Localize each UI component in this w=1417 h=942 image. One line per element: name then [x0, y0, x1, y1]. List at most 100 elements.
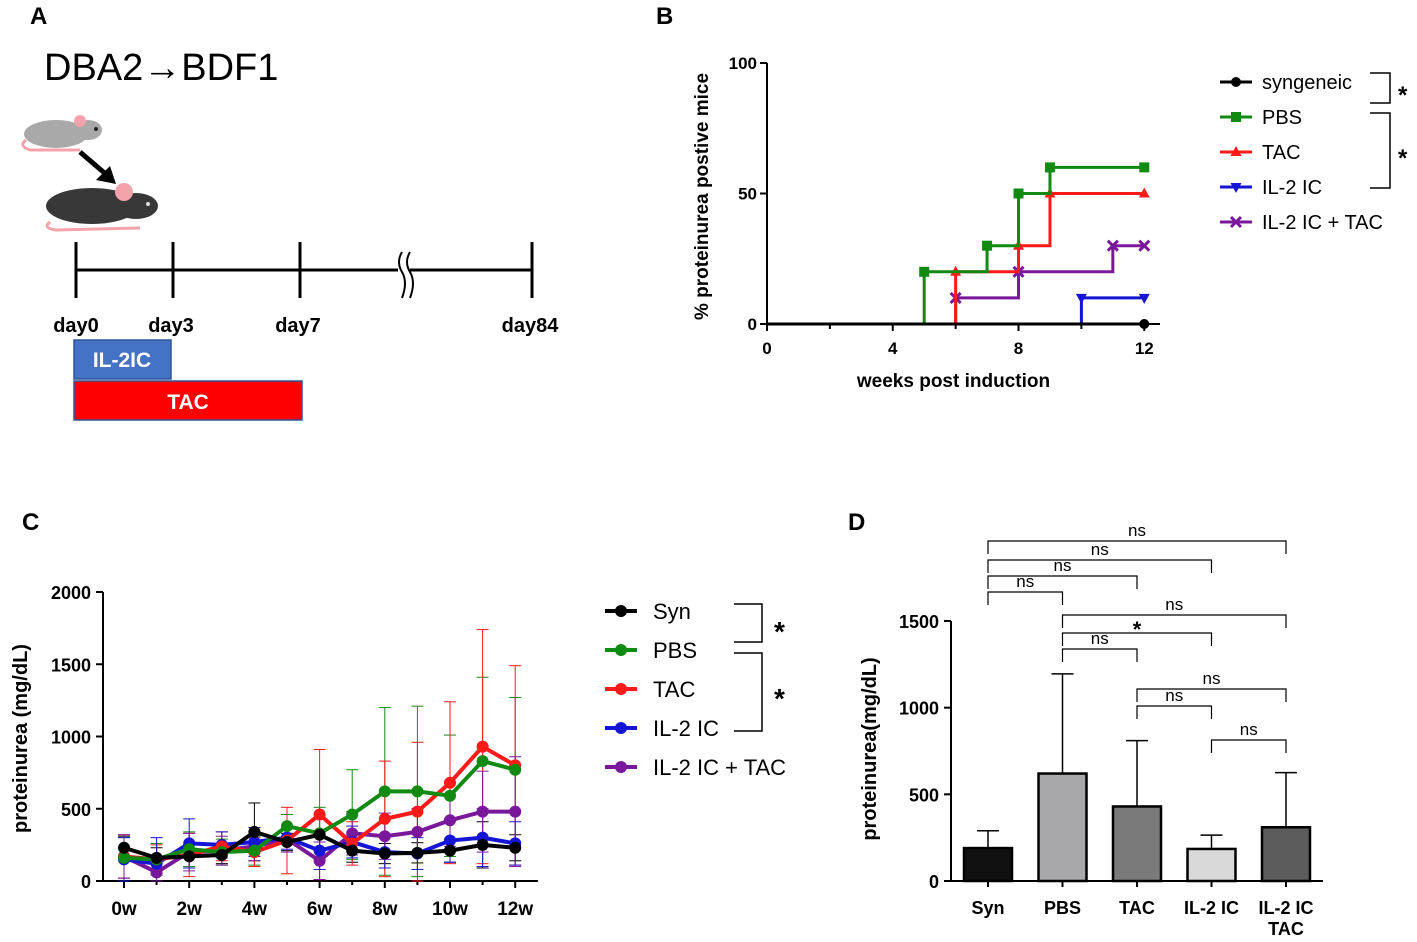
y-tick-label: 0 [748, 315, 757, 334]
data-point [378, 847, 391, 860]
legend-marker [615, 722, 627, 734]
panel-a: A DBA2→BDF1 [21, 3, 560, 421]
y-tick-label: 1500 [899, 612, 939, 632]
data-point [248, 835, 261, 848]
y-tick-label: 2000 [51, 583, 91, 603]
panel-b-chart: 0 50 100 0 4 8 12 weeks post induction % protein… [692, 54, 1160, 392]
data-point [444, 776, 456, 789]
data-point [346, 808, 359, 821]
data-point [476, 755, 489, 768]
significance-label: ns [1091, 540, 1109, 559]
data-point [1013, 188, 1024, 199]
x-tick-label: 8w [372, 899, 398, 920]
data-point [982, 240, 993, 251]
donor-mouse-icon [21, 115, 102, 152]
y-tick-label: 0 [81, 872, 91, 892]
x-tick-label: TAC [1268, 919, 1304, 939]
legend-marker [615, 605, 627, 617]
data-point [378, 785, 391, 798]
significance-label: * [1398, 145, 1408, 172]
legend-label: TAC [1262, 142, 1301, 164]
legend-marker [615, 644, 627, 656]
significance-bracket [1210, 739, 1287, 753]
significance-bracket [1061, 632, 1213, 646]
data-point [346, 827, 359, 840]
significance-bracket [1370, 112, 1391, 189]
data-point [476, 740, 489, 753]
data-point [378, 812, 391, 825]
significance-label: ns [1091, 629, 1109, 648]
x-tick-label: TAC [1119, 898, 1155, 918]
legend-label: TAC [653, 677, 695, 702]
x-tick-label: PBS [1044, 898, 1081, 918]
data-point [1230, 183, 1242, 193]
y-tick-label: 1000 [51, 728, 91, 748]
data-point [509, 841, 522, 854]
significance-label: ns [1240, 720, 1258, 739]
series-line [767, 165, 1145, 326]
significance-bracket [1136, 688, 1287, 702]
day-label: day84 [502, 315, 560, 337]
significance-bracket [1136, 705, 1213, 719]
significance-label: ns [1203, 669, 1221, 688]
data-point [313, 828, 326, 841]
x-tick-label: 4 [888, 339, 898, 358]
panel-b-legend: syngeneic PBS TAC IL-2 IC IL-2 IC + TAC * * [1220, 72, 1408, 234]
data-point [1139, 319, 1150, 329]
x-tick-label: 12w [497, 899, 533, 920]
x-tick-label: 6w [307, 899, 333, 920]
x-tick-label: 12 [1135, 339, 1154, 358]
legend-label: syngeneic [1262, 72, 1352, 94]
data-point [1106, 239, 1119, 252]
significance-label: * [1398, 82, 1408, 109]
x-tick-label: 0w [111, 899, 137, 920]
legend-label: IL-2 IC [1262, 177, 1322, 199]
arrow-icon [78, 150, 116, 184]
y-tick-label: 50 [738, 185, 757, 204]
significance-label: * [1133, 617, 1142, 642]
data-point [313, 854, 326, 867]
legend-marker [615, 761, 627, 773]
panel-d-letter: D [848, 509, 865, 536]
data-point [411, 846, 424, 859]
x-tick-label: IL-2 IC [1184, 898, 1239, 918]
tac-treatment-label: TAC [167, 391, 209, 414]
data-point [183, 850, 196, 863]
data-point [411, 785, 424, 798]
data-point [281, 820, 293, 833]
panel-c-chart: 0 500 1000 1500 2000 0w 2w 4w 6w 8w 10w 12w proteinu… [10, 583, 538, 920]
x-tick-label: 0 [762, 339, 771, 358]
x-tick-label: IL-2 IC [1258, 898, 1313, 918]
data-point [509, 805, 522, 818]
panel-b-letter: B [656, 3, 673, 30]
x-tick-label: 2w [177, 899, 203, 920]
x-tick-label: 10w [432, 899, 468, 920]
legend-marker [615, 683, 627, 695]
data-point [118, 841, 130, 854]
data-point [444, 834, 456, 847]
data-point [509, 763, 522, 776]
significance-label: ns [1016, 572, 1034, 591]
x-tick-label: Syn [971, 898, 1004, 918]
data-point [378, 830, 391, 843]
significance-label: ns [1165, 686, 1183, 705]
y-tick-label: 1500 [51, 655, 91, 675]
x-tick-label: 8 [1014, 339, 1023, 358]
bar [962, 846, 1014, 883]
y-axis-label: % proteinurea postive mice [692, 73, 713, 320]
series-line [767, 192, 1145, 326]
significance-bracket [1061, 614, 1287, 628]
legend-label: PBS [1262, 107, 1302, 129]
y-tick-label: 500 [909, 785, 939, 805]
significance-bracket [987, 575, 1138, 589]
data-point [1231, 77, 1241, 87]
y-axis-label: proteinurea (mg/dL) [10, 644, 32, 833]
data-point [248, 825, 261, 838]
significance-bracket [734, 652, 763, 732]
data-point [150, 866, 163, 879]
data-point [313, 808, 326, 821]
data-point [1138, 187, 1150, 198]
bar [1260, 826, 1312, 883]
data-point [281, 835, 293, 848]
